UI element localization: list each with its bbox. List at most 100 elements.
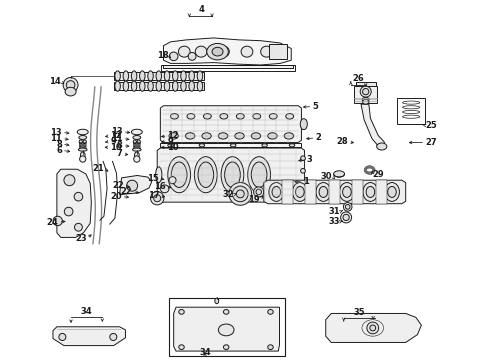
Ellipse shape [218,46,229,57]
Ellipse shape [367,322,379,334]
Ellipse shape [207,44,228,60]
Text: 3: 3 [307,155,313,164]
Bar [397,98,425,124]
Ellipse shape [197,71,203,81]
Ellipse shape [83,140,86,144]
Polygon shape [57,169,91,237]
Ellipse shape [366,186,375,197]
Ellipse shape [172,81,178,91]
Ellipse shape [131,129,142,135]
Ellipse shape [131,81,137,91]
Ellipse shape [199,144,205,147]
Ellipse shape [363,99,369,104]
Ellipse shape [168,157,191,193]
Polygon shape [160,143,301,147]
Ellipse shape [65,87,76,96]
Bar [114,82,204,90]
Ellipse shape [115,81,121,91]
Text: 22: 22 [121,187,132,196]
Ellipse shape [360,86,371,97]
Ellipse shape [156,167,162,183]
Ellipse shape [224,162,240,188]
Ellipse shape [212,47,223,56]
Text: 34: 34 [199,347,211,356]
Ellipse shape [295,186,304,197]
Ellipse shape [123,71,128,81]
Ellipse shape [154,195,161,202]
Ellipse shape [316,183,331,201]
Ellipse shape [156,81,162,91]
Ellipse shape [253,113,261,119]
Ellipse shape [345,204,350,209]
Ellipse shape [300,119,307,130]
Ellipse shape [169,177,176,184]
Ellipse shape [80,152,85,158]
Bar [354,86,377,103]
Ellipse shape [341,212,352,223]
Ellipse shape [362,98,369,102]
Text: 22: 22 [113,181,124,190]
Ellipse shape [137,140,140,144]
Ellipse shape [274,46,286,57]
Ellipse shape [319,186,328,197]
Ellipse shape [59,333,66,341]
Bar [305,180,317,204]
Text: 10: 10 [110,143,122,152]
Ellipse shape [188,53,196,60]
Text: 29: 29 [373,170,384,179]
Ellipse shape [64,207,73,216]
Ellipse shape [301,194,305,198]
Text: 4: 4 [198,5,204,14]
Ellipse shape [78,148,87,151]
Text: 35: 35 [354,307,365,316]
Text: 17: 17 [148,192,160,201]
Ellipse shape [268,133,277,139]
Ellipse shape [133,140,136,144]
Ellipse shape [301,168,305,173]
Ellipse shape [178,46,190,57]
Ellipse shape [179,310,184,314]
Ellipse shape [168,144,173,147]
Bar [376,180,387,204]
Bar [329,180,340,204]
Text: 14: 14 [49,77,61,86]
Text: 30: 30 [320,172,332,181]
Polygon shape [157,148,305,202]
Ellipse shape [140,71,145,81]
Ellipse shape [363,89,369,95]
Bar [269,44,287,59]
Bar [352,180,364,204]
Ellipse shape [189,81,195,91]
Text: 32: 32 [222,190,234,199]
Ellipse shape [301,156,305,161]
Ellipse shape [198,162,214,188]
Ellipse shape [235,133,244,139]
Polygon shape [264,180,406,204]
Text: 28: 28 [337,137,348,146]
Ellipse shape [148,71,153,81]
Ellipse shape [79,156,86,162]
Ellipse shape [343,186,351,197]
Ellipse shape [156,71,162,81]
Ellipse shape [262,144,268,147]
Ellipse shape [256,189,262,195]
Polygon shape [164,38,291,65]
Ellipse shape [187,113,195,119]
Ellipse shape [286,113,294,119]
Ellipse shape [195,157,217,193]
Text: 12: 12 [168,131,179,140]
Ellipse shape [370,325,376,331]
Ellipse shape [232,186,248,202]
Ellipse shape [229,183,252,205]
Ellipse shape [272,186,281,197]
Text: 9: 9 [168,137,173,146]
Text: 21: 21 [92,164,104,173]
Text: 27: 27 [425,138,437,147]
Ellipse shape [134,152,139,158]
Ellipse shape [334,171,344,177]
Ellipse shape [64,175,75,186]
Text: 18: 18 [157,51,169,60]
Text: 9: 9 [110,137,116,146]
Polygon shape [361,104,385,149]
Ellipse shape [133,135,141,139]
